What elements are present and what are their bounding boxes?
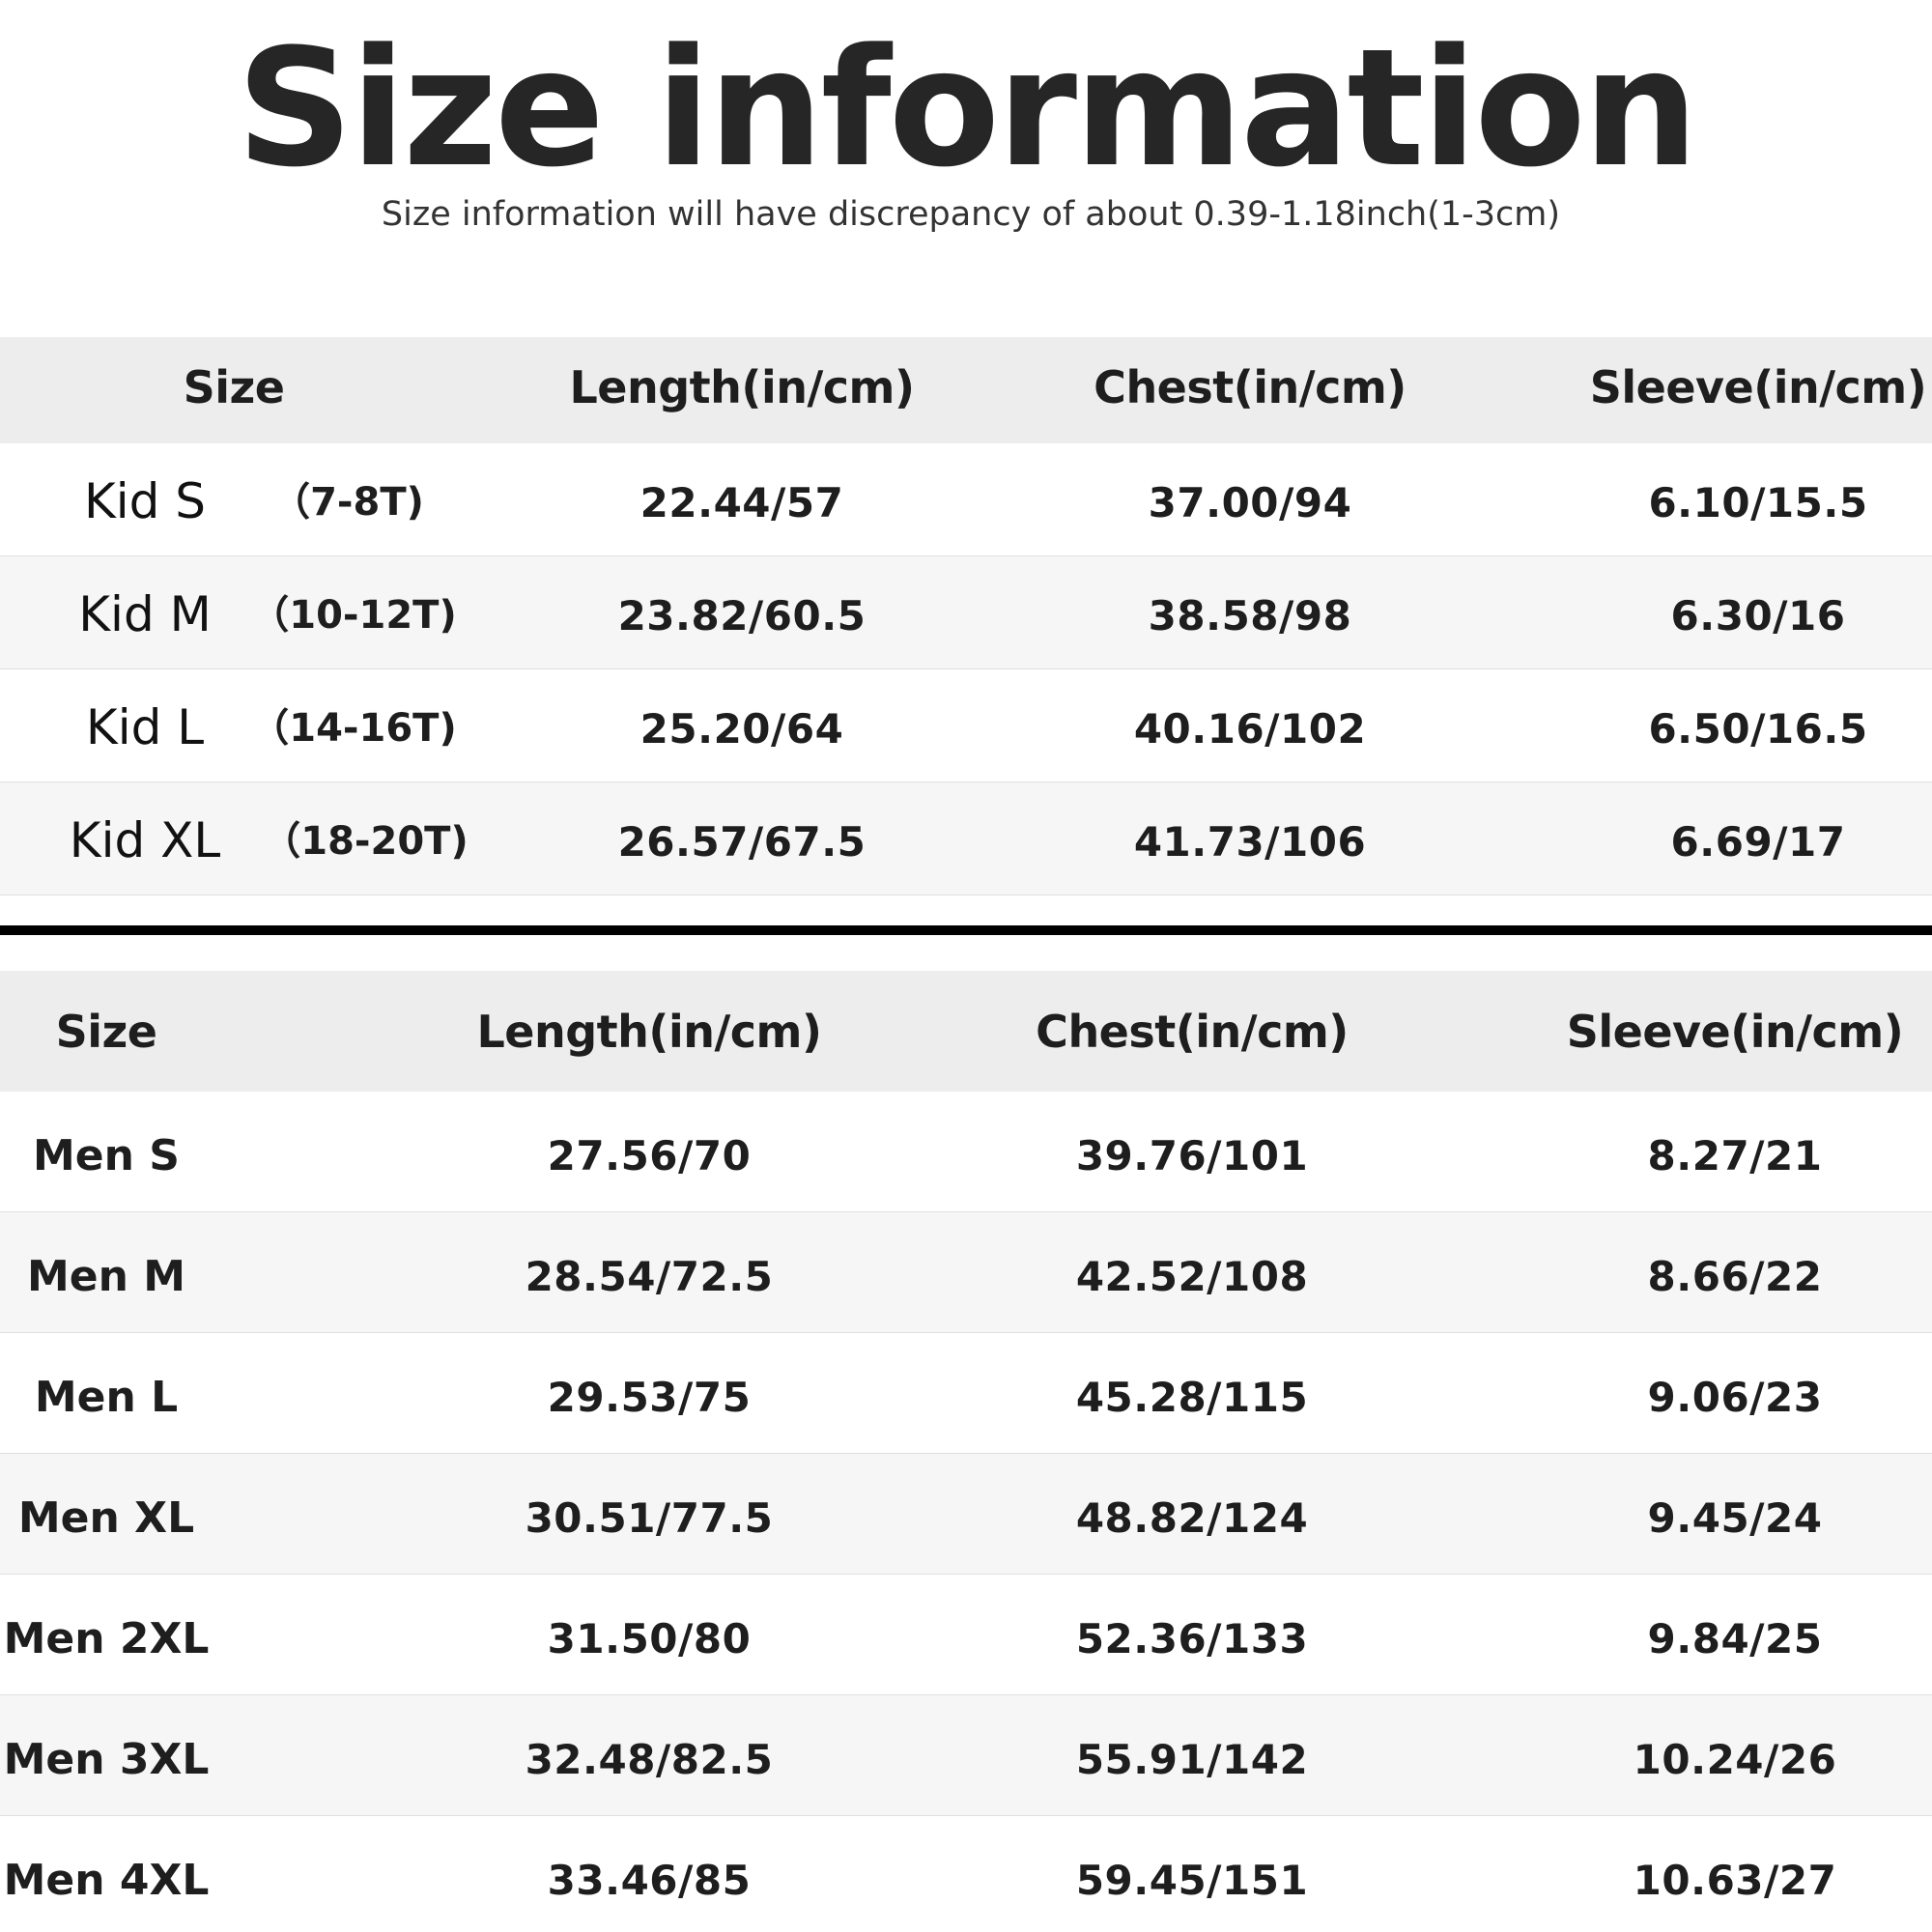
men-chest-value: 39.76/101 [1075,1132,1309,1179]
row-divider [0,1574,1932,1575]
kids-length-value: 23.82/60.5 [617,592,867,639]
row-divider [0,1332,1932,1333]
men-chest-value: 52.36/133 [1075,1615,1309,1662]
kids-chest-value: 40.16/102 [1133,705,1367,753]
row-divider [0,1453,1932,1454]
kids-header-sleeve: Sleeve(in/cm) [1589,361,1927,413]
row-divider [0,1815,1932,1816]
table-row [0,443,1932,556]
kids-header-size: Size [183,361,285,413]
men-chest-value: 55.91/142 [1075,1736,1309,1783]
row-divider [0,555,1932,556]
kids-size-label: Kid M [78,586,212,642]
kids-age-range: （10-12T) [250,593,457,638]
men-table-header-row [0,971,1932,1092]
men-length-value: 27.56/70 [547,1132,752,1179]
table-row [0,1454,1932,1575]
kids-length-value: 22.44/57 [639,479,844,526]
table-row [0,1575,1932,1695]
kids-chest-value: 38.58/98 [1148,592,1352,639]
men-header-size: Size [55,1006,157,1058]
kids-length-value: 26.57/67.5 [617,818,867,866]
kids-sleeve-value: 6.10/15.5 [1648,479,1868,526]
men-sleeve-value: 9.45/24 [1647,1494,1823,1542]
men-size-label: Men 2XL [3,1614,210,1663]
kids-header-length: Length(in/cm) [569,361,916,413]
men-size-label: Men 4XL [3,1856,210,1905]
men-header-chest: Chest(in/cm) [1036,1006,1349,1058]
row-divider [0,1694,1932,1695]
men-length-value: 29.53/75 [547,1374,752,1421]
table-row [0,1816,1932,1932]
kids-table-header-row [0,337,1932,443]
men-length-value: 31.50/80 [547,1615,752,1662]
men-chest-value: 42.52/108 [1075,1253,1309,1300]
kids-chest-value: 37.00/94 [1148,479,1352,526]
men-sleeve-value: 8.66/22 [1647,1253,1823,1300]
kids-sleeve-value: 6.50/16.5 [1648,705,1868,753]
men-chest-value: 48.82/124 [1075,1494,1309,1542]
men-header-sleeve: Sleeve(in/cm) [1566,1006,1904,1058]
men-size-label: Men 3XL [3,1735,210,1784]
men-size-label: Men S [33,1131,180,1180]
table-row [0,782,1932,895]
men-sleeve-value: 10.63/27 [1633,1857,1837,1904]
kids-chest-value: 41.73/106 [1133,818,1367,866]
men-length-value: 32.48/82.5 [525,1736,774,1783]
men-size-label: Men L [34,1373,179,1422]
kids-age-range: （14-16T) [250,706,457,751]
kids-size-label: Kid S [83,473,207,529]
kids-age-range: （18-20T) [262,819,469,864]
kids-sleeve-value: 6.30/16 [1670,592,1846,639]
men-size-label: Men XL [17,1493,195,1543]
row-divider [0,781,1932,782]
men-length-value: 28.54/72.5 [525,1253,774,1300]
table-row [0,1333,1932,1454]
section-divider [0,925,1932,935]
men-sleeve-value: 10.24/26 [1633,1736,1837,1783]
men-sleeve-value: 9.06/23 [1647,1374,1823,1421]
kids-header-chest: Chest(in/cm) [1094,361,1406,413]
men-length-value: 33.46/85 [547,1857,752,1904]
kids-size-label: Kid XL [69,812,221,868]
kids-sleeve-value: 6.69/17 [1670,818,1846,866]
table-row [0,1695,1932,1816]
table-row [0,669,1932,782]
kids-length-value: 25.20/64 [639,705,844,753]
page-title: Size information [236,14,1699,203]
men-header-length: Length(in/cm) [476,1006,823,1058]
table-row [0,1212,1932,1333]
table-row [0,556,1932,669]
men-length-value: 30.51/77.5 [525,1494,774,1542]
table-row [0,1092,1932,1212]
row-divider [0,1211,1932,1212]
kids-age-range: （7-8T) [271,480,424,525]
men-sleeve-value: 9.84/25 [1647,1615,1823,1662]
men-chest-value: 59.45/151 [1075,1857,1309,1904]
page-subtitle: Size information will have discrepancy o… [381,195,1561,234]
men-size-label: Men M [26,1252,186,1301]
kids-size-label: Kid L [85,699,205,755]
row-divider [0,668,1932,669]
men-sleeve-value: 8.27/21 [1647,1132,1823,1179]
men-chest-value: 45.28/115 [1075,1374,1309,1421]
